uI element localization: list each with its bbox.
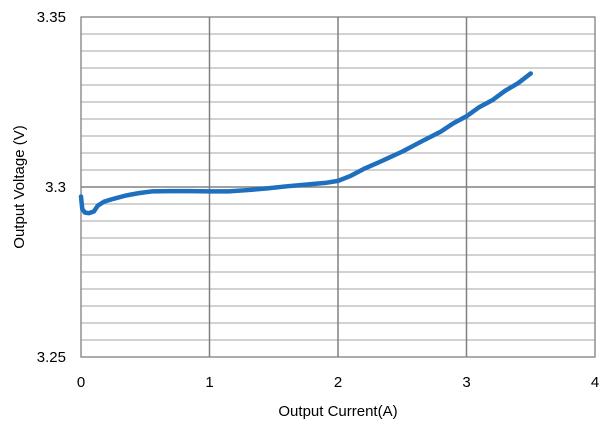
x-tick-label: 2 [334,374,342,391]
series-layer [78,71,533,216]
y-axis-title: Output Voltage (V) [11,125,28,248]
x-axis-title: Output Current(A) [278,403,397,420]
x-tick-label: 4 [591,374,599,391]
y-axis-tick-labels: 3.25 3.3 3.35 [37,9,66,366]
series-line [78,71,533,216]
y-tick-label: 3.35 [37,9,66,26]
x-axis-tick-labels: 0 1 2 3 4 [77,374,599,391]
y-tick-label: 3.25 [37,349,66,366]
x-tick-label: 0 [77,374,85,391]
plot-area-border [80,16,596,358]
major-gridlines [81,17,595,357]
x-tick-label: 1 [205,374,213,391]
y-tick-label: 3.3 [45,179,66,196]
x-tick-label: 3 [462,374,470,391]
